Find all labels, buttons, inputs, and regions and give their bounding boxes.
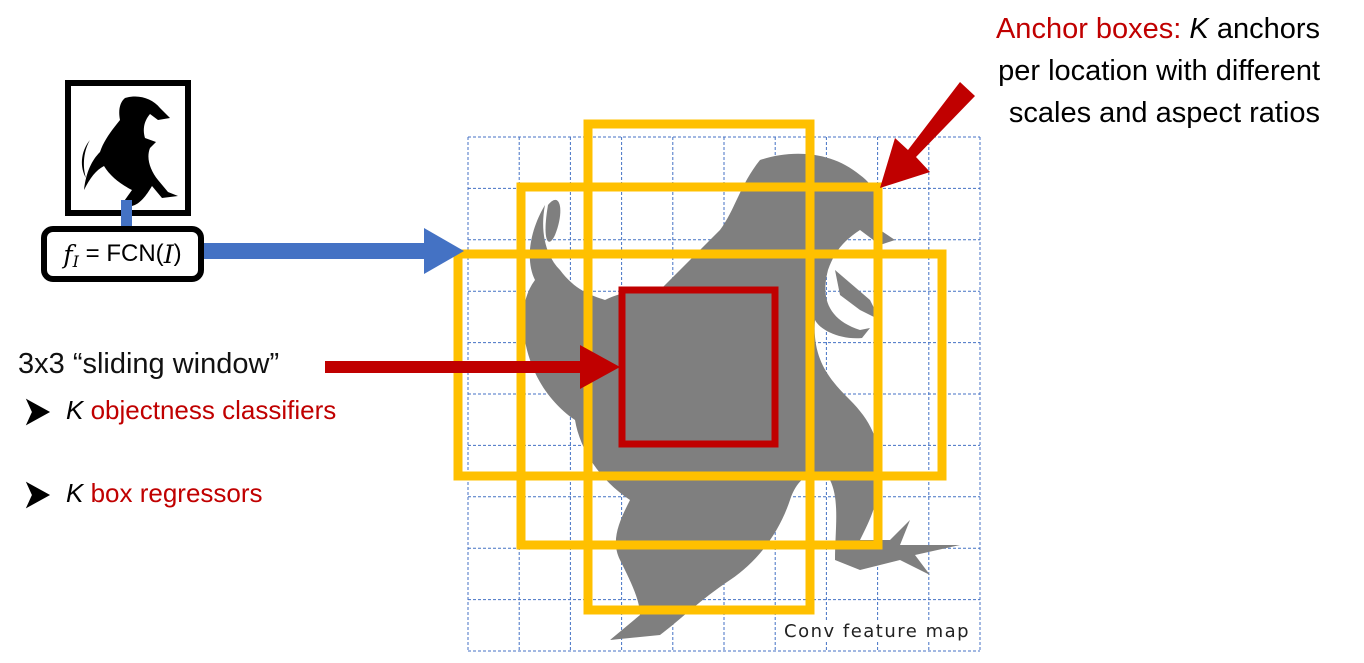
- fcn-arg: I: [163, 239, 174, 269]
- f-subscript: I: [72, 251, 79, 271]
- sliding-window-box: [618, 286, 779, 448]
- arrow-bullet-icon: [25, 398, 51, 509]
- fcn-close: ): [173, 240, 182, 267]
- feature-map-label: Conv feature map: [784, 621, 971, 642]
- anchor-label-line1: anchors: [1216, 13, 1320, 45]
- input-dinosaur-icon: [81, 96, 178, 206]
- bullet-objectness: K objectness classifiers: [66, 395, 336, 426]
- bullet-regressors-k: K: [66, 478, 84, 508]
- fcn-function: FCN(: [106, 240, 164, 267]
- bullet-regressors-text: box regressors: [90, 478, 263, 508]
- f-symbol: f: [63, 239, 73, 269]
- bullet-box-regressors: K box regressors: [66, 478, 263, 509]
- bullet-objectness-text: objectness classifiers: [90, 395, 337, 425]
- input-image: [65, 80, 191, 216]
- image-to-fcn-connector: [121, 200, 132, 228]
- anchor-label-line2: per location with different: [998, 55, 1320, 87]
- anchor-boxes-arrow: [880, 82, 975, 188]
- sliding-window-title: 3x3 “sliding window”: [18, 348, 280, 380]
- anchor-label-line3: scales and aspect ratios: [1008, 97, 1320, 129]
- sliding-window-arrow: [325, 345, 620, 389]
- bullet-objectness-k: K: [66, 395, 84, 425]
- equals-sign: =: [85, 240, 100, 267]
- fcn-to-feature-map-arrow: [204, 228, 464, 274]
- anchor-boxes-label: Anchor boxes: K anchors per location wit…: [975, 8, 1320, 134]
- dinosaur-silhouette: [523, 153, 960, 640]
- anchor-label-k: K: [1189, 13, 1209, 45]
- anchor-label-prefix: Anchor boxes:: [995, 13, 1182, 45]
